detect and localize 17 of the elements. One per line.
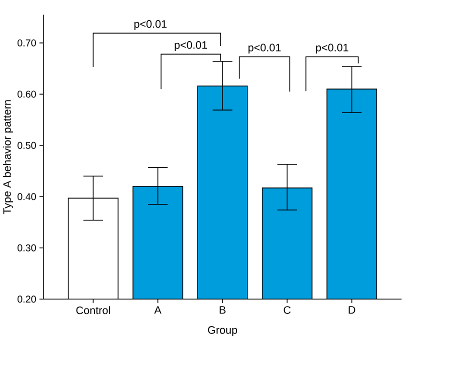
y-tick-label: 0.40 xyxy=(18,193,36,200)
x-tick-label: C xyxy=(284,306,291,314)
x-tick-label: A xyxy=(154,306,162,314)
x-axis-title: Group xyxy=(208,326,238,336)
annotation: p<0.01 xyxy=(134,20,167,30)
x-tick-label: B xyxy=(220,306,226,314)
x-tick-label: D xyxy=(348,306,356,314)
y-tick-label: 0.50 xyxy=(18,142,36,149)
annotation: p<0.01 xyxy=(316,44,348,54)
annotation: p<0.01 xyxy=(174,41,207,51)
y-tick-label: 0.20 xyxy=(18,296,36,303)
y-axis-title: Type A behavior pattern xyxy=(2,100,14,214)
y-tick-label: 0.60 xyxy=(18,90,36,98)
y-tick-label: 0.30 xyxy=(18,244,36,252)
annotation: p<0.01 xyxy=(248,44,281,54)
x-tick-label: Control xyxy=(76,306,110,314)
y-tick-label: 0.70 xyxy=(18,39,36,46)
